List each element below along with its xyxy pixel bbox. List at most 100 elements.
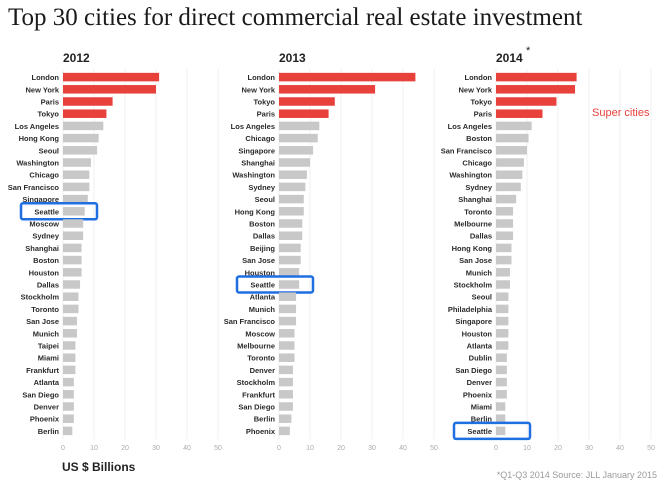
x-tick-label: 10 [523,445,531,452]
city-label: Seoul [255,195,275,204]
city-label: Tokyo [253,98,275,107]
bar [496,292,509,301]
city-label: Taipei [38,342,59,351]
city-label: Phoenix [246,427,276,436]
bar [279,268,300,277]
x-tick-label: 20 [121,445,129,452]
bar [279,414,292,423]
bar [279,72,416,82]
bar [63,207,85,216]
city-label: Houston [245,268,276,277]
city-label: Miami [471,403,492,412]
city-label: New York [242,85,276,94]
bar [496,109,543,118]
bar [63,182,90,192]
bar [496,133,529,143]
bar [63,426,73,436]
x-tick-label: 50 [647,445,655,452]
bar [496,231,514,240]
city-label: Singapore [22,195,59,204]
panel-year-title: 2014 [496,51,523,65]
bar [496,72,577,82]
city-label: San Jose [242,256,275,265]
x-tick-label: 20 [337,445,345,452]
bar [496,353,507,362]
bar [279,133,318,143]
bar [496,365,507,375]
city-label: Chicago [462,159,492,168]
chart-panel-2014: 2014 * 0 10 20 30 40 50 London New York Tokyo Paris… [441,45,655,452]
city-label: Frankfurt [26,366,59,375]
bar [279,353,295,362]
highlight-box [19,202,99,221]
bar [496,158,524,167]
city-label: San Francisco [224,317,276,326]
bar [63,158,91,167]
city-label: Melbourne [454,220,492,229]
city-label: Hong Kong [19,134,60,143]
bar [279,231,303,240]
bar [279,304,297,314]
panel-year-title: 2012 [63,51,90,65]
bar [63,146,98,155]
source-note: *Q1-Q3 2014 Source: JLL January 2015 [496,470,657,480]
bar [279,219,303,228]
bar [279,255,301,265]
bar [63,72,160,82]
bar [279,292,297,301]
bar [63,329,77,338]
city-label: Stockholm [454,281,493,290]
city-label: Philadelphia [448,305,493,314]
bar [63,121,104,131]
bar [279,243,301,253]
bar [279,158,310,167]
bar [63,402,74,411]
city-label: Denver [467,378,493,387]
city-label: Washington [16,159,59,168]
city-label: Stockholm [237,378,276,387]
bar [63,377,74,387]
city-label: London [248,73,276,82]
bar [279,329,295,338]
bar [279,280,300,289]
x-tick-label: 30 [585,445,593,452]
bar [496,85,576,94]
bar [63,109,107,118]
city-label: Paris [474,110,492,119]
chart-panel-2013: 2013 0 10 20 30 40 50 London New York Tokyo Paris L… [224,51,438,452]
panel-year-footnote-mark: * [526,45,531,57]
bar [496,146,527,155]
bar [63,194,88,204]
bar [63,304,79,314]
bar [496,170,523,179]
bar [496,414,506,423]
panel-year-title: 2013 [279,51,306,65]
chart-panel-2012: 2012 0 10 20 30 40 50 London New York Paris Tokyo L… [8,51,222,452]
x-tick-label: 50 [214,445,222,452]
city-label: Dallas [470,232,492,241]
city-label: Miami [38,354,59,363]
bar [279,146,314,155]
bar [279,365,293,375]
super-cities-legend: Super cities [592,107,650,119]
city-label: Los Angeles [448,122,492,131]
bar [279,316,297,326]
x-tick-label: 30 [368,445,376,452]
city-label: Munich [33,329,60,338]
city-label: Atlanta [467,342,493,351]
bar [63,85,156,94]
city-label: Stockholm [21,293,60,302]
city-label: Dallas [253,232,275,241]
city-label: New York [26,85,60,94]
city-label: Chicago [29,171,59,180]
bar [279,390,293,399]
city-label: Atlanta [250,293,276,302]
city-label: Berlin [38,427,60,436]
bar [496,377,507,387]
city-label: Berlin [254,415,276,424]
bar [279,121,320,131]
bar [496,329,509,338]
bar [63,255,82,265]
city-label: Washington [449,171,492,180]
bar [496,390,507,399]
